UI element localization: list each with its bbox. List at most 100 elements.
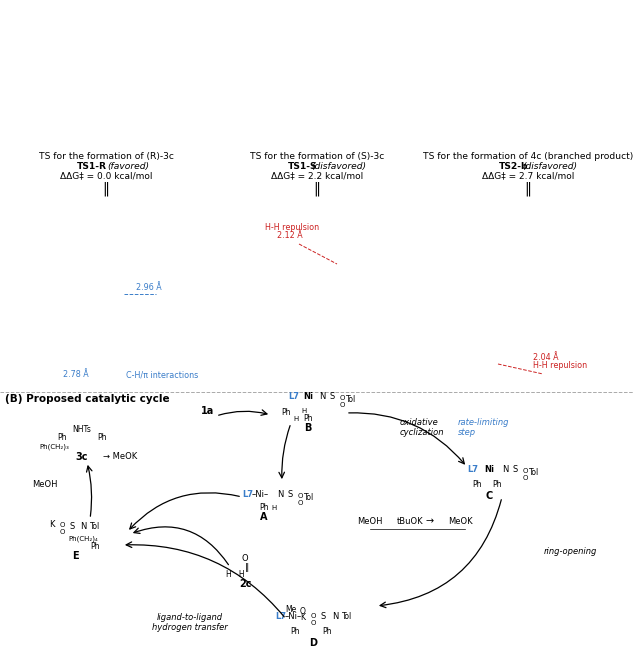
Text: K: K: [49, 520, 54, 529]
Text: O: O: [60, 522, 65, 528]
Text: N: N: [332, 612, 338, 621]
Text: (disfavored): (disfavored): [522, 162, 577, 171]
Text: Tol: Tol: [342, 612, 352, 621]
Bar: [219, 4, 415, 150]
Text: D: D: [309, 638, 317, 648]
Text: Ph: Ph: [57, 433, 66, 442]
Text: rate-limiting: rate-limiting: [458, 418, 510, 427]
Text: TS1-R: TS1-R: [77, 162, 107, 171]
Text: TS for the formation of (S)-3c: TS for the formation of (S)-3c: [250, 152, 384, 161]
Text: O: O: [310, 620, 316, 626]
Text: (disfavored): (disfavored): [311, 162, 367, 171]
Text: Ni: Ni: [484, 465, 494, 474]
Bar: [219, 203, 415, 387]
Text: H-H repulsion: H-H repulsion: [265, 223, 319, 232]
Text: 2.04 Å: 2.04 Å: [533, 353, 558, 362]
Text: O: O: [300, 607, 306, 616]
Text: (favored): (favored): [107, 162, 149, 171]
Text: TS2-b: TS2-b: [499, 162, 529, 171]
Text: S: S: [512, 465, 518, 474]
Text: A: A: [260, 512, 268, 522]
Text: Ph: Ph: [260, 503, 269, 512]
Bar: [430, 4, 626, 150]
Text: S: S: [70, 522, 75, 531]
Text: O: O: [339, 395, 345, 401]
Text: 2.12 Å: 2.12 Å: [277, 231, 303, 240]
Text: TS for the formation of 4c (branched product): TS for the formation of 4c (branched pro…: [423, 152, 633, 161]
Text: Tol: Tol: [304, 493, 314, 502]
Text: Ph: Ph: [91, 542, 100, 551]
Text: –Ni–: –Ni–: [251, 490, 268, 499]
Text: Ph: Ph: [322, 627, 332, 636]
Text: O: O: [60, 529, 65, 535]
Text: N: N: [277, 490, 283, 499]
Text: –Ni–: –Ni–: [284, 612, 302, 621]
Text: O: O: [310, 613, 316, 619]
Text: ‖: ‖: [313, 181, 320, 196]
Text: NHTs: NHTs: [73, 425, 91, 434]
Bar: [8, 4, 204, 150]
Text: MeOK: MeOK: [448, 517, 472, 526]
Text: MeOH: MeOH: [32, 480, 58, 489]
Text: ΔΔG‡ = 0.0 kcal/mol: ΔΔG‡ = 0.0 kcal/mol: [60, 171, 153, 180]
Text: 2c: 2c: [239, 579, 251, 589]
Text: → MeOK: → MeOK: [103, 452, 137, 461]
Text: Tol: Tol: [529, 468, 539, 477]
Text: 2.78 Å: 2.78 Å: [63, 370, 89, 379]
Text: S: S: [320, 612, 325, 621]
Text: L7: L7: [289, 392, 299, 401]
Text: N: N: [80, 522, 86, 531]
Text: Ni: Ni: [303, 392, 313, 401]
Bar: [8, 203, 204, 387]
Text: H: H: [293, 416, 299, 422]
Text: K: K: [301, 613, 306, 622]
Text: ΔΔG‡ = 2.7 kcal/mol: ΔΔG‡ = 2.7 kcal/mol: [482, 171, 574, 180]
Text: ‖: ‖: [245, 563, 249, 572]
Text: H: H: [301, 408, 306, 414]
Text: L7: L7: [468, 465, 479, 474]
Text: O: O: [522, 475, 528, 481]
Text: S: S: [287, 490, 292, 499]
Text: Ph: Ph: [291, 627, 300, 636]
Text: Ph(CH₂)₃: Ph(CH₂)₃: [39, 443, 69, 450]
Text: ΔΔG‡ = 2.2 kcal/mol: ΔΔG‡ = 2.2 kcal/mol: [271, 171, 363, 180]
Text: ring-opening: ring-opening: [543, 547, 597, 556]
Text: Ph: Ph: [303, 414, 313, 423]
Text: H-H repulsion: H-H repulsion: [533, 361, 587, 370]
Text: oxidative: oxidative: [400, 418, 439, 427]
Text: TS for the formation of (R)-3c: TS for the formation of (R)-3c: [39, 152, 173, 161]
Text: MeOH: MeOH: [357, 517, 383, 526]
Text: 2.96 Å: 2.96 Å: [136, 282, 161, 292]
Text: S: S: [329, 392, 335, 401]
Text: step: step: [458, 428, 476, 437]
Text: O: O: [298, 500, 303, 506]
Text: Ph: Ph: [97, 433, 107, 442]
Text: hydrogen transfer: hydrogen transfer: [152, 623, 228, 632]
Text: C: C: [486, 491, 492, 501]
Text: E: E: [72, 551, 78, 561]
Text: L7: L7: [242, 490, 253, 499]
Text: 3c: 3c: [76, 452, 88, 462]
Text: H   H: H H: [226, 570, 244, 579]
Text: Me: Me: [285, 605, 297, 614]
Text: C-H/π interactions: C-H/π interactions: [126, 370, 198, 379]
Text: L7: L7: [275, 612, 287, 621]
Text: (B) Proposed catalytic cycle: (B) Proposed catalytic cycle: [5, 394, 170, 404]
Text: ‖: ‖: [103, 181, 110, 196]
Text: H: H: [272, 505, 277, 511]
Text: N: N: [319, 392, 325, 401]
Text: O: O: [242, 554, 248, 563]
Bar: [430, 203, 626, 387]
Text: →: →: [426, 516, 434, 526]
Text: 1a: 1a: [201, 406, 215, 416]
Text: B: B: [304, 423, 311, 433]
Text: O: O: [339, 402, 345, 408]
Text: ‖: ‖: [525, 181, 532, 196]
Text: O: O: [522, 468, 528, 474]
Text: Tol: Tol: [346, 395, 356, 404]
Text: Ph: Ph: [281, 408, 291, 417]
Text: Tol: Tol: [90, 522, 100, 531]
Text: ligand-to-ligand: ligand-to-ligand: [157, 613, 223, 622]
Text: N: N: [502, 465, 508, 474]
Text: Ph(CH₂)₄: Ph(CH₂)₄: [68, 535, 98, 542]
